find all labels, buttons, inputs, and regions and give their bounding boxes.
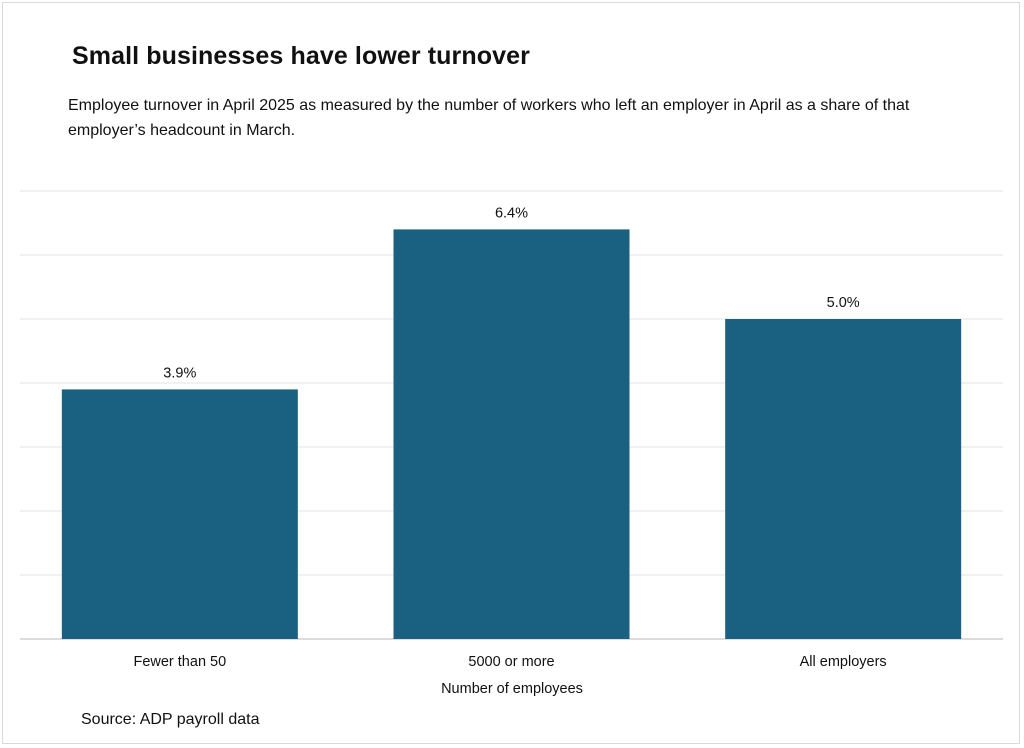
data-label: 6.4% <box>495 205 528 221</box>
data-label: 3.9% <box>163 365 196 381</box>
x-tick-label: 5000 or more <box>468 654 554 670</box>
bar <box>61 389 298 639</box>
data-labels: 3.9% 6.4% 5.0% <box>163 205 859 381</box>
x-axis-title: Number of employees <box>441 681 583 697</box>
x-tick-labels: Fewer than 50 5000 or more All employers <box>133 654 886 670</box>
data-label: 5.0% <box>827 295 860 311</box>
source-note: Source: ADP payroll data <box>81 711 260 728</box>
x-tick-label: Fewer than 50 <box>133 654 226 670</box>
x-tick-label: All employers <box>800 654 887 670</box>
chart-subtitle: Employee turnover in April 2025 as measu… <box>68 97 910 139</box>
bars <box>61 229 962 639</box>
bar <box>725 319 962 639</box>
bar <box>393 229 630 639</box>
chart-title: Small businesses have lower turnover <box>72 42 530 70</box>
